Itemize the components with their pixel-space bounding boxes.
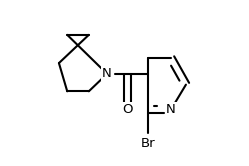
- Text: Br: Br: [140, 137, 155, 150]
- Text: N: N: [166, 103, 176, 116]
- Text: O: O: [123, 103, 133, 116]
- Text: N: N: [102, 67, 112, 80]
